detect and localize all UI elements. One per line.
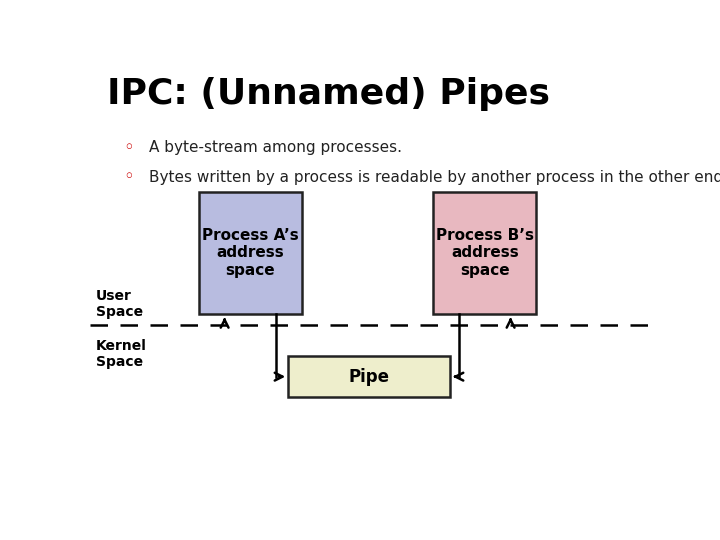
Text: IPC: (Unnamed) Pipes: IPC: (Unnamed) Pipes xyxy=(107,77,550,111)
Bar xyxy=(288,356,450,397)
Text: User
Space: User Space xyxy=(96,289,143,319)
Text: Bytes written by a process is readable by another process in the other end.: Bytes written by a process is readable b… xyxy=(148,170,720,185)
Text: Process A’s
address
space: Process A’s address space xyxy=(202,228,299,278)
Text: Pipe: Pipe xyxy=(348,368,390,386)
Bar xyxy=(433,192,536,314)
Text: ◦: ◦ xyxy=(124,168,134,186)
Text: A byte-stream among processes.: A byte-stream among processes. xyxy=(148,140,402,156)
Text: Kernel
Space: Kernel Space xyxy=(96,339,146,369)
Bar xyxy=(199,192,302,314)
Text: Process B’s
address
space: Process B’s address space xyxy=(436,228,534,278)
Text: ◦: ◦ xyxy=(124,139,134,157)
